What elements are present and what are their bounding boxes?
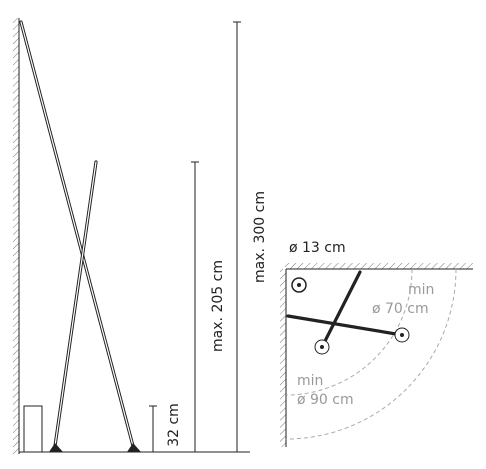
- wall-hatch: [285, 263, 473, 269]
- plan-pole: [320, 270, 362, 349]
- plan-base-dot: [400, 333, 404, 337]
- diameter-label: ø 13 cm: [289, 240, 346, 256]
- dim-label: max. 205 cm: [210, 260, 226, 352]
- dim-label: 32 cm: [166, 403, 182, 447]
- plan-pole: [286, 314, 404, 337]
- plug-box: [23, 405, 43, 453]
- range-label: min: [408, 282, 434, 298]
- short-pole-inner: [54, 161, 97, 447]
- elevation: max. 300 cm max. 205 cm 32 cm: [13, 18, 268, 454]
- range-label: min: [297, 373, 323, 389]
- long-pole-inner: [20, 21, 134, 447]
- range-label: ø 70 cm: [372, 301, 429, 317]
- pole-symbol-dot: [297, 283, 301, 287]
- inner-range: [285, 268, 413, 396]
- wall-hatch: [13, 18, 19, 454]
- pole-symbol: [291, 277, 307, 293]
- range-label: ø 90 cm: [297, 392, 354, 408]
- base: [49, 443, 63, 452]
- base: [127, 443, 141, 452]
- dim-label: max. 300 cm: [252, 191, 268, 283]
- plan-view: ø 13 cm min ø 70 cm min ø 90 cm: [280, 240, 473, 447]
- outer-range: [285, 268, 457, 440]
- plan-base-dot: [320, 345, 324, 349]
- wall-hatch: [280, 269, 286, 447]
